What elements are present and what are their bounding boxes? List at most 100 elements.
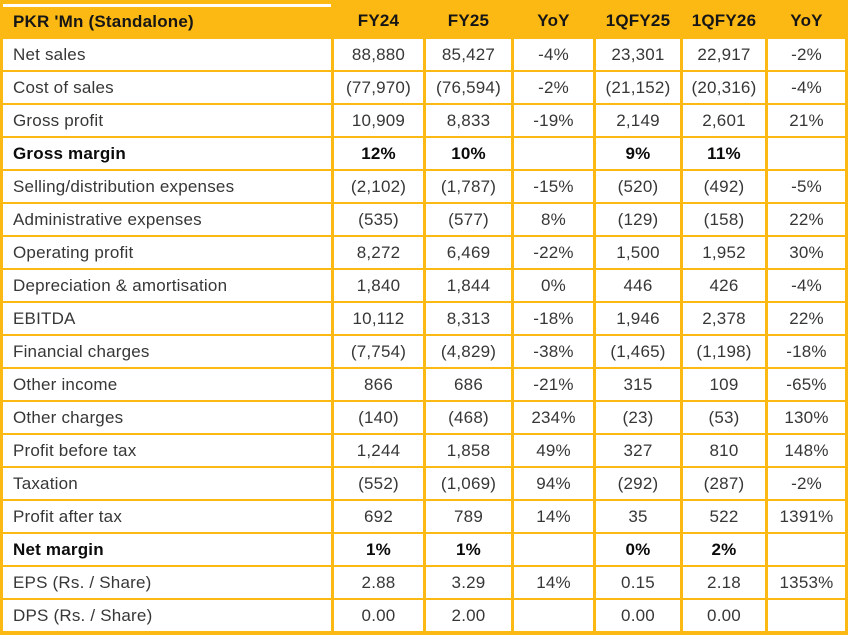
value-cell: 2,378 bbox=[683, 303, 765, 334]
value-cell: 2,601 bbox=[683, 105, 765, 136]
value-cell: 8,272 bbox=[334, 237, 423, 268]
value-cell: 810 bbox=[683, 435, 765, 466]
value-cell: (468) bbox=[426, 402, 511, 433]
row-label: Depreciation & amortisation bbox=[3, 270, 331, 301]
value-cell: 21% bbox=[768, 105, 845, 136]
value-cell: (20,316) bbox=[683, 72, 765, 103]
row-label: EPS (Rs. / Share) bbox=[3, 567, 331, 598]
row-label: Profit before tax bbox=[3, 435, 331, 466]
value-cell: (577) bbox=[426, 204, 511, 235]
value-cell: -19% bbox=[514, 105, 593, 136]
value-cell: (292) bbox=[596, 468, 680, 499]
value-cell: 9% bbox=[596, 138, 680, 169]
value-cell bbox=[514, 600, 593, 631]
value-cell: 88,880 bbox=[334, 39, 423, 70]
value-cell: 3.29 bbox=[426, 567, 511, 598]
value-cell: 2.88 bbox=[334, 567, 423, 598]
value-cell: (140) bbox=[334, 402, 423, 433]
value-cell: 14% bbox=[514, 501, 593, 532]
value-cell: 10,909 bbox=[334, 105, 423, 136]
value-cell: 2.00 bbox=[426, 600, 511, 631]
value-cell: (23) bbox=[596, 402, 680, 433]
row-label: Administrative expenses bbox=[3, 204, 331, 235]
value-cell: 426 bbox=[683, 270, 765, 301]
value-cell: 1,844 bbox=[426, 270, 511, 301]
header-cell-1qfy26: 1QFY26 bbox=[683, 4, 765, 37]
value-cell: 0% bbox=[514, 270, 593, 301]
value-cell: (7,754) bbox=[334, 336, 423, 367]
value-cell: (492) bbox=[683, 171, 765, 202]
value-cell: 866 bbox=[334, 369, 423, 400]
value-cell: 2,149 bbox=[596, 105, 680, 136]
value-cell: -65% bbox=[768, 369, 845, 400]
value-cell: 109 bbox=[683, 369, 765, 400]
value-cell: 94% bbox=[514, 468, 593, 499]
value-cell: 1,840 bbox=[334, 270, 423, 301]
value-cell: 446 bbox=[596, 270, 680, 301]
value-cell: 8% bbox=[514, 204, 593, 235]
value-cell: 0.15 bbox=[596, 567, 680, 598]
value-cell: 234% bbox=[514, 402, 593, 433]
value-cell: -4% bbox=[768, 72, 845, 103]
value-cell: 148% bbox=[768, 435, 845, 466]
value-cell: 1,946 bbox=[596, 303, 680, 334]
value-cell: 30% bbox=[768, 237, 845, 268]
value-cell bbox=[514, 138, 593, 169]
financial-table: PKR 'Mn (Standalone) FY24 FY25 YoY 1QFY25 1QF… bbox=[0, 0, 848, 635]
row-label: Gross margin bbox=[3, 138, 331, 169]
value-cell: (4,829) bbox=[426, 336, 511, 367]
value-cell: (76,594) bbox=[426, 72, 511, 103]
value-cell: -2% bbox=[768, 39, 845, 70]
row-label: Net margin bbox=[3, 534, 331, 565]
value-cell: 1% bbox=[426, 534, 511, 565]
row-label: Gross profit bbox=[3, 105, 331, 136]
value-cell: (77,970) bbox=[334, 72, 423, 103]
value-cell: 522 bbox=[683, 501, 765, 532]
row-label: Financial charges bbox=[3, 336, 331, 367]
value-cell: (535) bbox=[334, 204, 423, 235]
value-cell: 22% bbox=[768, 204, 845, 235]
value-cell: 8,313 bbox=[426, 303, 511, 334]
value-cell: 35 bbox=[596, 501, 680, 532]
value-cell: 1,858 bbox=[426, 435, 511, 466]
value-cell: -5% bbox=[768, 171, 845, 202]
value-cell: 0% bbox=[596, 534, 680, 565]
value-cell: -18% bbox=[768, 336, 845, 367]
row-label: Operating profit bbox=[3, 237, 331, 268]
value-cell: 2% bbox=[683, 534, 765, 565]
value-cell: 1353% bbox=[768, 567, 845, 598]
value-cell: 2.18 bbox=[683, 567, 765, 598]
value-cell: 22% bbox=[768, 303, 845, 334]
header-cell-fy24: FY24 bbox=[334, 4, 423, 37]
row-label: EBITDA bbox=[3, 303, 331, 334]
value-cell: (1,198) bbox=[683, 336, 765, 367]
value-cell: 315 bbox=[596, 369, 680, 400]
value-cell: -4% bbox=[768, 270, 845, 301]
value-cell: (21,152) bbox=[596, 72, 680, 103]
row-label: DPS (Rs. / Share) bbox=[3, 600, 331, 631]
value-cell: (520) bbox=[596, 171, 680, 202]
value-cell: (552) bbox=[334, 468, 423, 499]
value-cell: 130% bbox=[768, 402, 845, 433]
value-cell: (2,102) bbox=[334, 171, 423, 202]
value-cell bbox=[768, 534, 845, 565]
header-cell-fy25: FY25 bbox=[426, 4, 511, 37]
value-cell: (129) bbox=[596, 204, 680, 235]
value-cell: 0.00 bbox=[334, 600, 423, 631]
value-cell: 1% bbox=[334, 534, 423, 565]
value-cell: (158) bbox=[683, 204, 765, 235]
value-cell: (287) bbox=[683, 468, 765, 499]
value-cell: 6,469 bbox=[426, 237, 511, 268]
value-cell: 1,244 bbox=[334, 435, 423, 466]
header-title-cell: PKR 'Mn (Standalone) bbox=[3, 4, 331, 37]
row-label: Cost of sales bbox=[3, 72, 331, 103]
value-cell: (1,069) bbox=[426, 468, 511, 499]
value-cell: 12% bbox=[334, 138, 423, 169]
value-cell: (1,465) bbox=[596, 336, 680, 367]
value-cell: -18% bbox=[514, 303, 593, 334]
row-label: Other income bbox=[3, 369, 331, 400]
value-cell: 1,952 bbox=[683, 237, 765, 268]
value-cell bbox=[768, 138, 845, 169]
value-cell: 10% bbox=[426, 138, 511, 169]
value-cell: (53) bbox=[683, 402, 765, 433]
